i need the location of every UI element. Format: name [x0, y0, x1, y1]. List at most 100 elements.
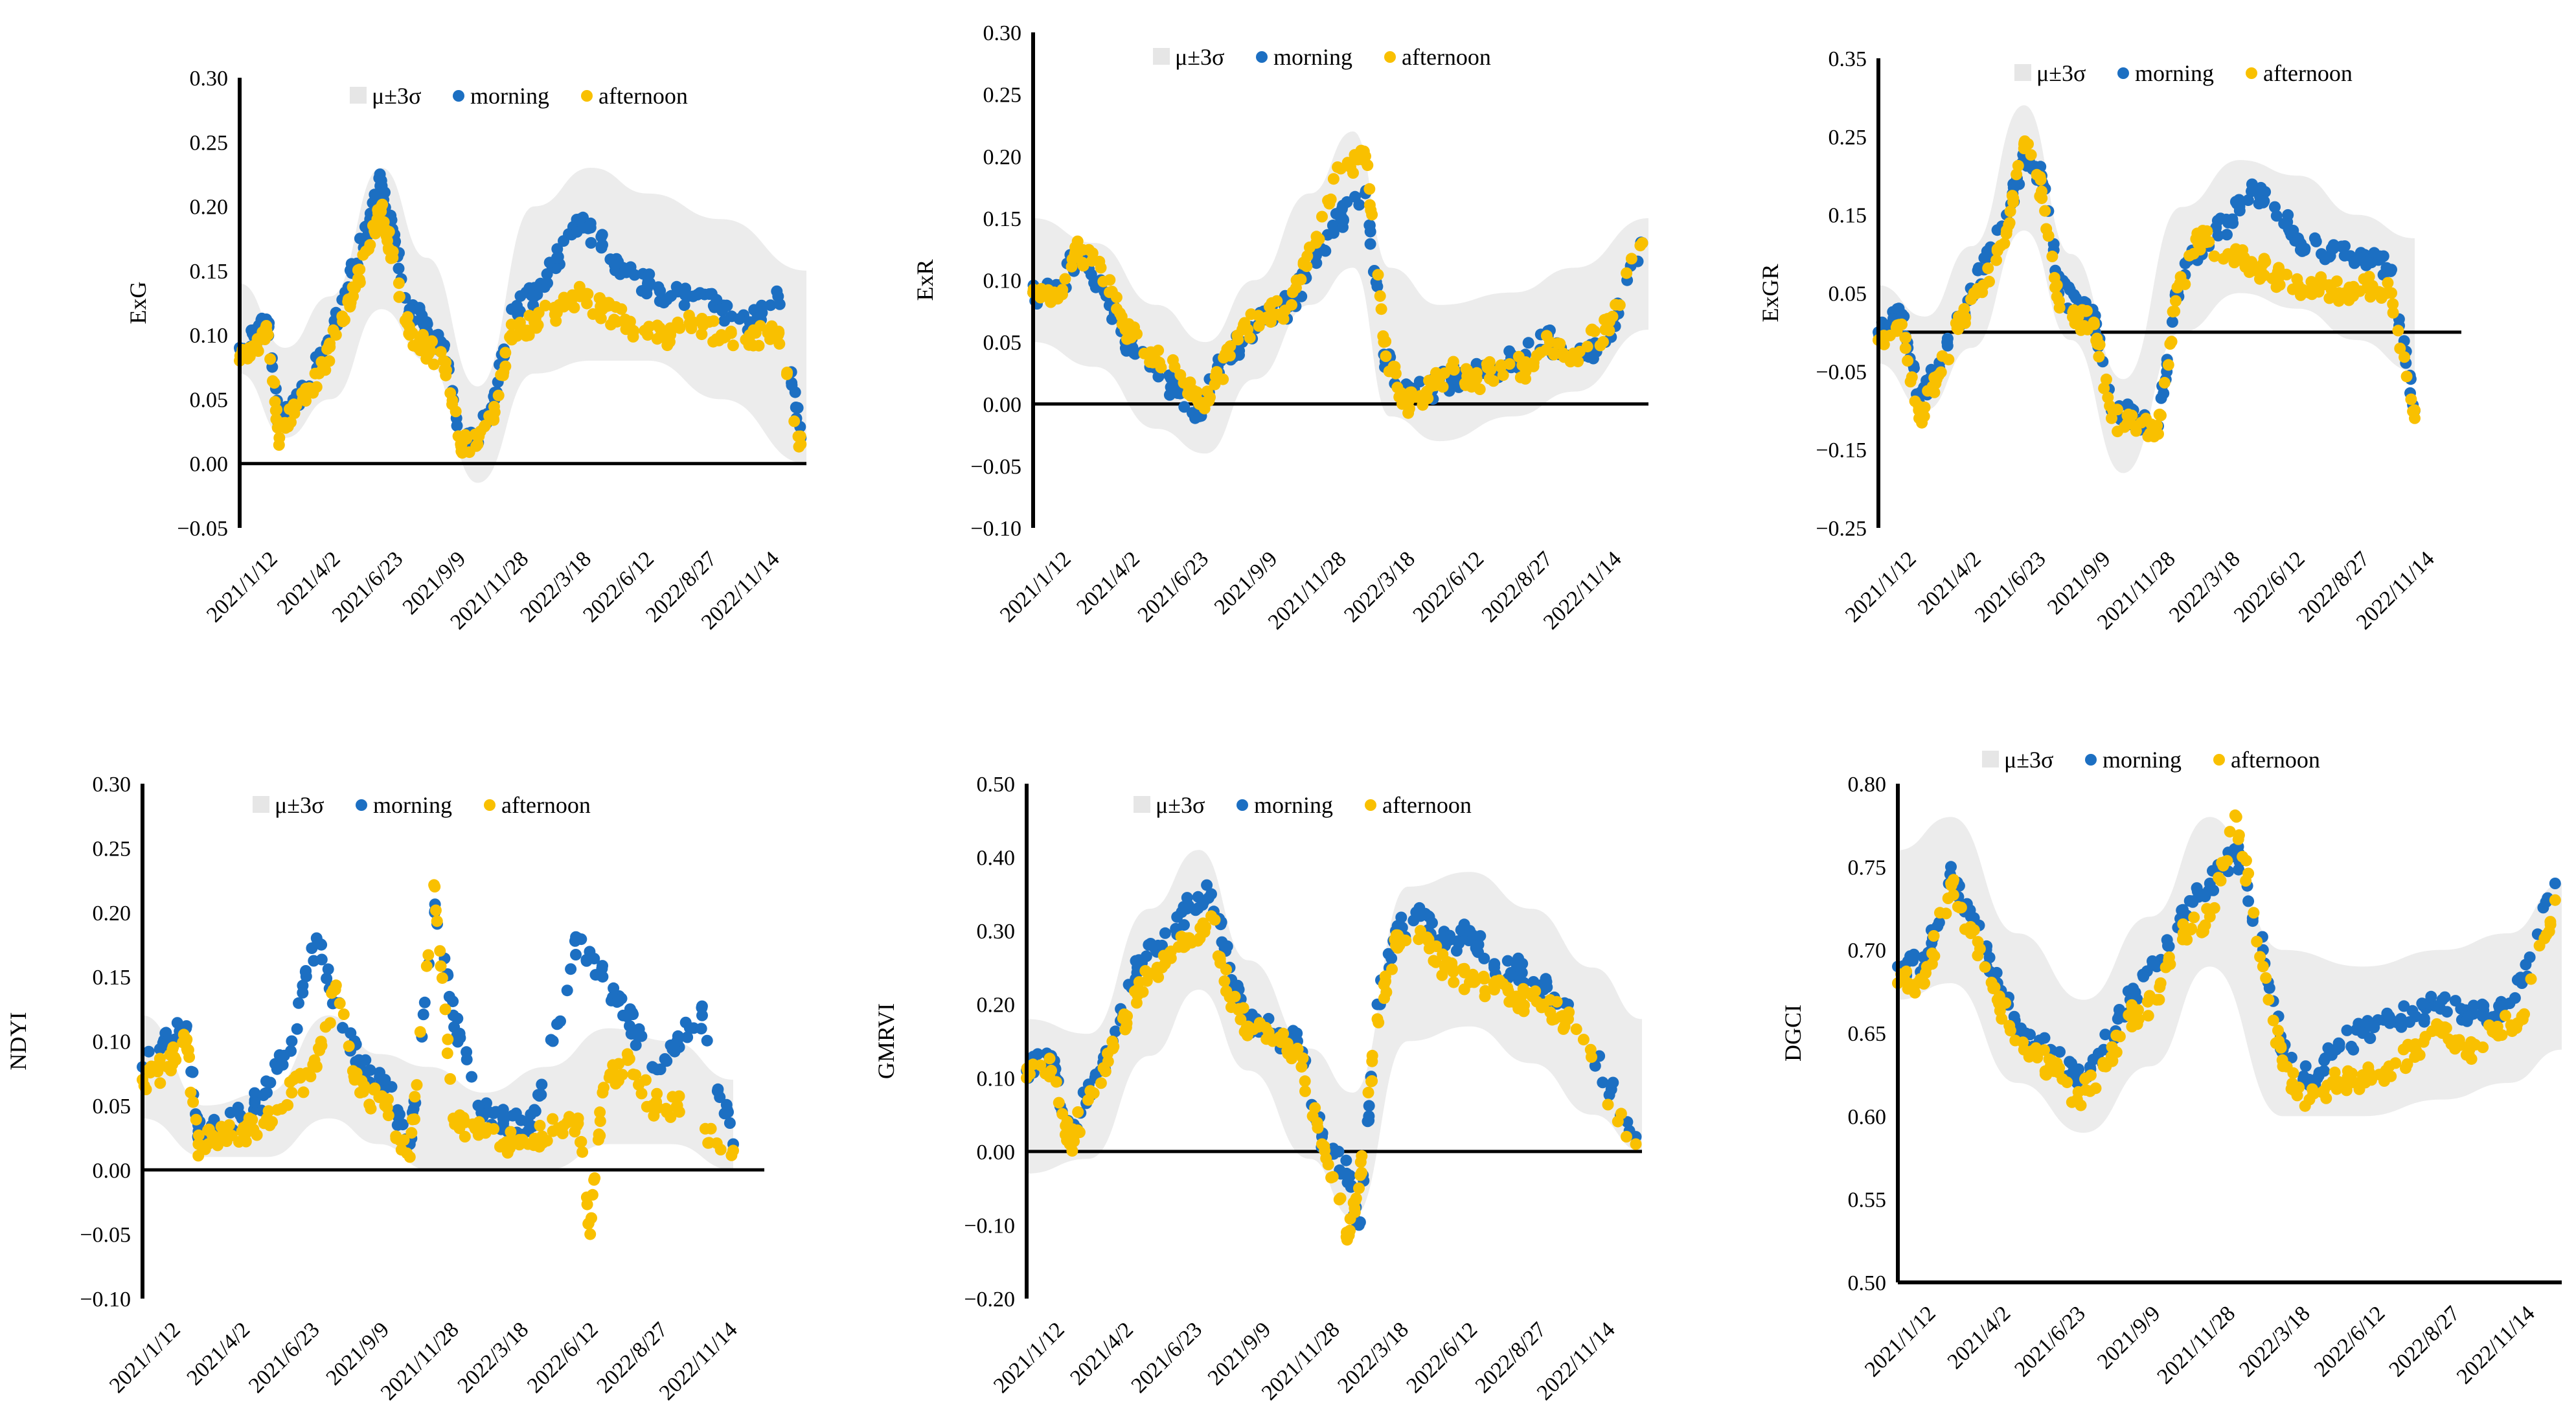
data-point [1396, 398, 1408, 410]
data-point [2263, 994, 2275, 1006]
series-afternoon [234, 198, 807, 459]
data-point [2342, 1065, 2354, 1077]
data-point [459, 429, 472, 441]
data-point [646, 1099, 659, 1111]
data-point [1402, 407, 1415, 419]
data-point [1205, 888, 1217, 900]
data-point [1501, 955, 1514, 967]
legend-label-band: μ±3σ [2004, 747, 2053, 773]
data-point [2204, 878, 2216, 889]
data-point [440, 369, 452, 381]
data-point [2044, 1060, 2057, 1073]
data-point [2269, 271, 2281, 284]
data-point [2121, 398, 2134, 411]
data-point [2073, 1063, 2084, 1075]
data-point [648, 1109, 660, 1122]
data-point [699, 1122, 711, 1135]
data-point [2165, 335, 2178, 348]
y-tick-label: 0.50 [977, 773, 1016, 797]
data-point [2520, 959, 2532, 971]
data-point [1360, 150, 1371, 163]
y-tick-label: 0.25 [1829, 126, 1867, 150]
x-tick-label: 2022/6/12 [1408, 547, 1488, 627]
data-point [2489, 1010, 2502, 1023]
data-point [597, 971, 609, 983]
data-point [2018, 1027, 2030, 1039]
data-point [1437, 381, 1449, 393]
legend-label-afternoon: afternoon [2231, 747, 2320, 773]
data-point [451, 420, 463, 432]
y-tick-label: 0.25 [190, 131, 229, 155]
data-point [1224, 350, 1236, 362]
data-point [1362, 159, 1374, 172]
data-point [364, 239, 376, 251]
data-point [1231, 979, 1244, 992]
data-point [2251, 935, 2263, 948]
y-tick-label: 0.60 [1848, 1105, 1887, 1129]
data-point [707, 335, 720, 348]
data-point [1045, 1064, 1057, 1076]
data-point [1902, 355, 1914, 367]
data-point [286, 1087, 298, 1098]
legend-swatch-morning [356, 799, 367, 811]
data-point [249, 1087, 261, 1099]
data-point [1991, 224, 2003, 236]
data-point [405, 1127, 418, 1139]
data-point [506, 303, 518, 315]
data-point [609, 259, 621, 271]
legend-label-afternoon: afternoon [1382, 792, 1472, 818]
data-point [515, 1114, 527, 1126]
data-point [679, 284, 691, 296]
data-point [764, 299, 777, 312]
data-point [608, 982, 620, 994]
data-point [1371, 1013, 1384, 1025]
data-point [1363, 183, 1376, 195]
data-point [343, 1040, 355, 1052]
data-point [290, 400, 302, 412]
data-point [337, 1008, 350, 1020]
data-point [2093, 350, 2105, 363]
data-point [773, 337, 786, 350]
data-point [2387, 298, 2399, 310]
data-point [2158, 376, 2171, 389]
x-tick-label: 2021/4/2 [1066, 1317, 1138, 1390]
data-point [2154, 981, 2166, 994]
data-point [1455, 924, 1467, 936]
data-point [2152, 428, 2164, 440]
data-point [1312, 1122, 1324, 1134]
data-point [628, 269, 641, 281]
data-point [2476, 1010, 2489, 1022]
data-point [2316, 248, 2327, 260]
x-tick-label: 2021/9/9 [1203, 1317, 1276, 1390]
y-tick-label: 0.00 [977, 1141, 1016, 1165]
data-point [1945, 861, 1957, 873]
data-point [576, 1146, 589, 1158]
data-point [1569, 348, 1580, 361]
data-point [568, 301, 580, 313]
data-point [304, 1071, 317, 1082]
data-point [1934, 907, 1946, 919]
data-point [1095, 262, 1107, 274]
data-point [1053, 1097, 1065, 1109]
data-point [1558, 351, 1570, 363]
data-point [247, 1123, 260, 1135]
data-point [1349, 190, 1361, 203]
data-point [1156, 961, 1168, 973]
data-point [154, 1077, 166, 1089]
data-point [613, 1058, 625, 1070]
data-point [2356, 1027, 2369, 1039]
data-point [1459, 379, 1472, 391]
data-point [1299, 1085, 1311, 1097]
data-point [2425, 990, 2437, 1003]
data-point [161, 1061, 174, 1073]
sigma-band [142, 1015, 733, 1170]
data-point [2113, 1004, 2125, 1016]
data-point [2080, 1084, 2092, 1096]
data-point [1383, 365, 1395, 378]
data-point [551, 303, 563, 315]
data-point [1981, 245, 1993, 257]
data-point [1586, 1051, 1597, 1063]
data-point [251, 342, 263, 354]
data-point [2445, 1038, 2457, 1050]
data-point [1107, 1042, 1119, 1054]
